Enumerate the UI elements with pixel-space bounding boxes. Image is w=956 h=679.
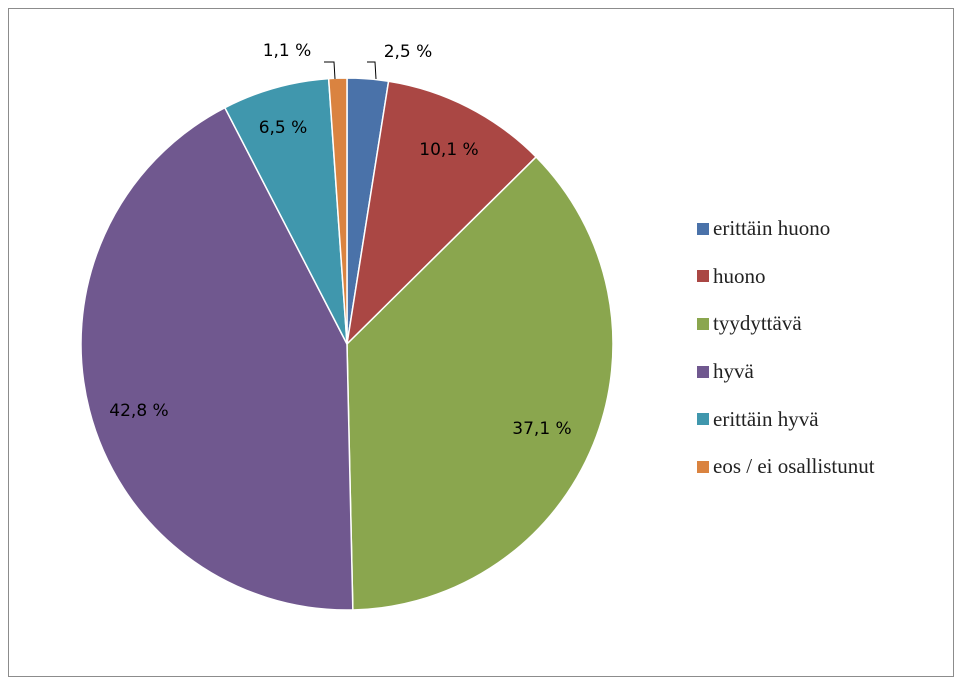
legend-item: erittäin huono xyxy=(697,205,875,253)
legend-label: erittäin hyvä xyxy=(713,406,819,431)
pie-slice xyxy=(346,155,614,611)
legend-item: hyvä xyxy=(697,348,875,396)
legend-label: huono xyxy=(713,263,766,288)
data-label: 1,1 % xyxy=(263,41,312,61)
data-label: 37,1 % xyxy=(512,419,571,439)
pie-slice xyxy=(345,80,538,347)
legend-label: hyvä xyxy=(713,359,754,384)
legend-item: huono xyxy=(697,253,875,301)
pie-slice xyxy=(327,77,348,345)
legend-swatch xyxy=(697,460,709,473)
legend-label: erittäin huono xyxy=(713,216,831,241)
leader-line xyxy=(324,61,336,80)
legend-swatch xyxy=(697,222,709,235)
legend-swatch xyxy=(697,365,709,378)
legend-swatch xyxy=(697,270,709,283)
legend-item: eos / ei osallistunut xyxy=(697,443,875,491)
data-label: 10,1 % xyxy=(419,140,478,160)
legend-label: tyydyttävä xyxy=(713,311,802,336)
data-label: 42,8 % xyxy=(109,401,168,421)
legend-item: tyydyttävä xyxy=(697,300,875,348)
data-label: 2,5 % xyxy=(384,42,433,62)
chart-legend: erittäin huono huono tyydyttävä hyvä eri… xyxy=(697,205,875,491)
legend-item: erittäin hyvä xyxy=(697,395,875,443)
legend-label: eos / ei osallistunut xyxy=(713,454,875,479)
legend-swatch xyxy=(697,413,709,426)
data-label: 6,5 % xyxy=(259,118,308,138)
legend-swatch xyxy=(697,317,709,330)
pie-slice xyxy=(80,106,354,611)
leader-line xyxy=(367,61,377,80)
